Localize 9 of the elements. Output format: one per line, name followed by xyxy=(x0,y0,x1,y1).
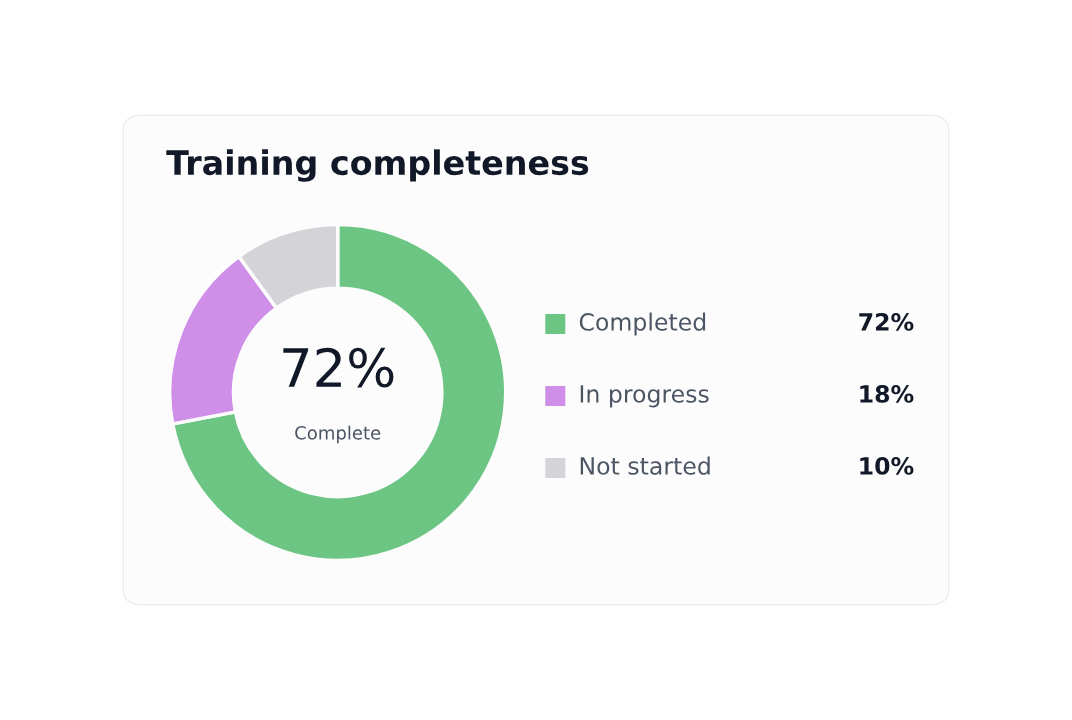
data-label: 72% xyxy=(859,312,914,331)
chart-title: Training completeness xyxy=(166,149,589,182)
legend-label: Completed xyxy=(579,312,706,336)
text: Complete xyxy=(295,425,381,444)
text: 72% xyxy=(283,347,394,388)
legend-label: In progress xyxy=(580,385,709,408)
data-label: 10% xyxy=(860,456,914,475)
data-label: 18% xyxy=(860,384,914,403)
legend-label: Not started xyxy=(580,456,710,475)
